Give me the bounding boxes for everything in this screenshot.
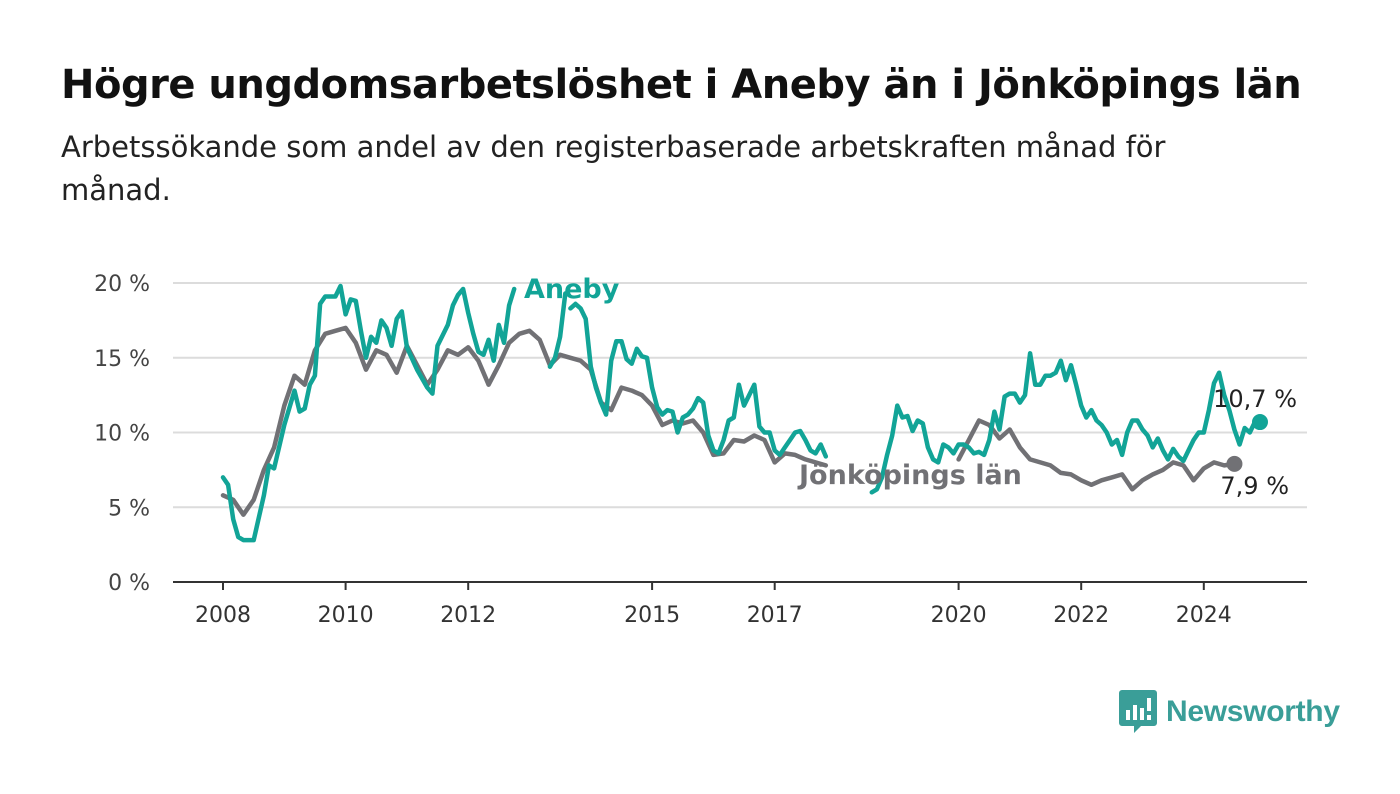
x-tick-label: 2020 [931, 603, 987, 628]
aneby-end-point [1251, 414, 1268, 431]
y-tick-label: 0 % [108, 571, 150, 596]
aneby-line-segment [568, 301, 829, 459]
lan-line-segment [220, 325, 829, 517]
newsworthy-logo-text: Newsworthy [1166, 695, 1340, 728]
aneby-line-segment [220, 283, 517, 543]
x-tick-label: 2008 [195, 603, 251, 628]
x-tick-label: 2024 [1176, 603, 1232, 628]
y-tick-label: 10 % [94, 422, 150, 447]
grid-lines [173, 282, 1307, 583]
lan-line-segment [956, 418, 1237, 492]
series-lines [220, 283, 1268, 543]
chart-subtitle: Arbetssökande som andel av den registerb… [61, 130, 1166, 207]
chart-title: Högre ungdomsarbetslöshet i Aneby än i J… [61, 62, 1302, 108]
x-axis-ticks: 2008 2010 2012 2015 2017 2020 2022 2024 [195, 582, 1232, 628]
line-chart: 0 %5 %10 %15 %20 % 2008 2010 2012 2015 2017 2… [94, 272, 1307, 628]
x-tick-label: 2017 [747, 603, 803, 628]
aneby-line-segment [869, 351, 1263, 495]
lan-series-label: Jönköpings län [797, 460, 1022, 491]
lan-end-point [1226, 455, 1243, 472]
x-tick-label: 2015 [624, 603, 680, 628]
x-tick-label: 2012 [440, 603, 496, 628]
newsworthy-logo-icon [1119, 690, 1157, 733]
lan-end-label: 7,9 % [1220, 472, 1289, 500]
y-axis-ticks: 0 % 5 % 10 % 15 % 20 % [94, 272, 150, 596]
y-tick-label: 5 % [108, 496, 150, 521]
x-tick-label: 2022 [1053, 603, 1109, 628]
newsworthy-logo: Newsworthy [1119, 690, 1340, 734]
aneby-end-label: 10,7 % [1213, 385, 1297, 413]
series-labels: Aneby Jönköpings län 10,7 % 7,9 % [524, 274, 1297, 500]
x-tick-label: 2010 [318, 603, 374, 628]
y-tick-label: 20 % [94, 272, 150, 297]
y-tick-label: 15 % [94, 347, 150, 372]
aneby-series-label: Aneby [524, 274, 620, 305]
aneby-line-segment [547, 291, 568, 369]
